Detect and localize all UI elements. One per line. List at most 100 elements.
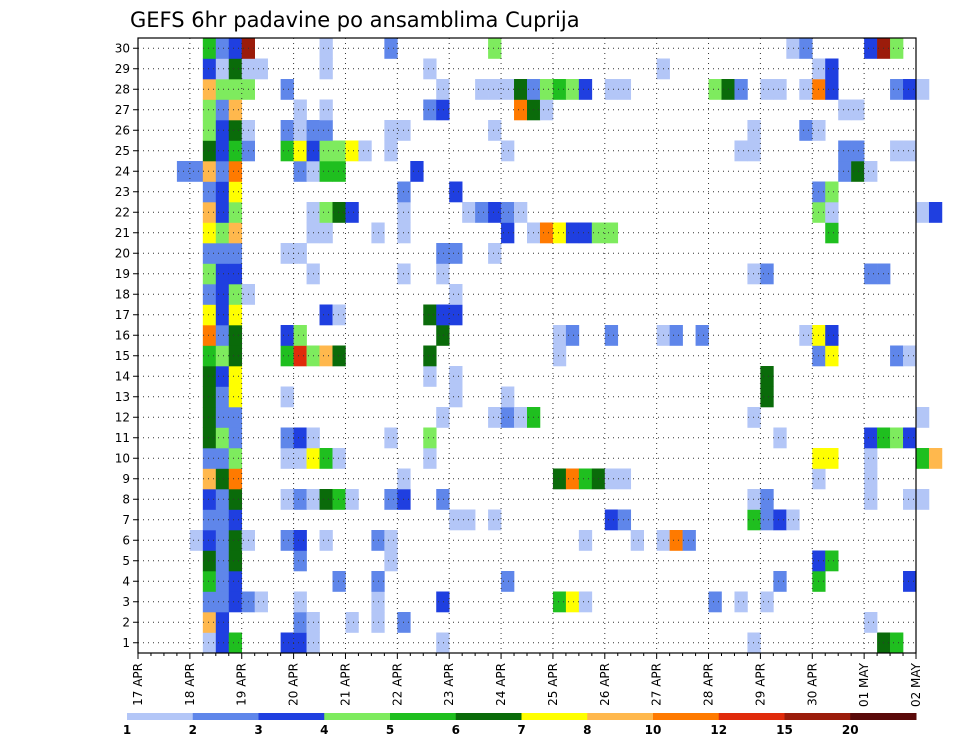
heatmap-cell — [708, 79, 722, 100]
heatmap-cell — [799, 38, 813, 59]
heatmap-cell — [436, 243, 450, 264]
heatmap-cell — [215, 58, 230, 80]
heatmap-cell — [228, 284, 243, 305]
y-tick-label: 22 — [115, 205, 130, 219]
heatmap-cell — [202, 284, 217, 305]
y-tick-label: 1 — [122, 636, 130, 650]
heatmap-cell — [293, 612, 307, 633]
heatmap-cell — [332, 345, 346, 367]
colorbar-tick-label: 1 — [123, 723, 131, 737]
heatmap-cell — [682, 530, 696, 551]
heatmap-cell — [695, 325, 709, 346]
heatmap-cell — [228, 530, 243, 551]
heatmap-cell — [228, 38, 243, 59]
heatmap-cell — [890, 632, 904, 654]
heatmap-cell — [215, 366, 230, 387]
heatmap-cell — [280, 243, 294, 264]
heatmap-cell — [488, 243, 502, 264]
y-tick-label: 15 — [115, 349, 130, 363]
heatmap-cell — [254, 58, 268, 80]
y-tick-label: 11 — [115, 431, 130, 445]
heatmap-cell — [864, 161, 878, 182]
heatmap-cell — [228, 222, 243, 244]
heatmap-cell — [475, 202, 489, 223]
heatmap-cell — [319, 58, 333, 80]
colorbar-tick-label: 7 — [517, 723, 525, 737]
heatmap-cell — [786, 38, 800, 59]
colorbar-segment — [192, 713, 259, 720]
heatmap-cell — [916, 489, 930, 510]
heatmap-cell — [345, 612, 359, 633]
heatmap-cell — [228, 550, 243, 572]
heatmap-cell — [565, 222, 580, 244]
y-tick-label: 30 — [115, 41, 130, 55]
x-tick-label: 25 APR — [546, 663, 560, 706]
heatmap-cell — [319, 140, 333, 162]
heatmap-cell — [851, 140, 865, 162]
heatmap-cell — [488, 38, 502, 59]
heatmap-cell — [617, 509, 632, 531]
heatmap-cell — [916, 448, 930, 469]
heatmap-cell — [552, 345, 567, 367]
colorbar-segment — [127, 713, 194, 720]
x-tick-label: 28 APR — [702, 663, 716, 706]
heatmap-cell — [215, 468, 230, 490]
heatmap-cell — [825, 345, 839, 367]
heatmap-cell — [773, 427, 787, 449]
heatmap-cell — [436, 263, 450, 285]
colorbar-tick-label: 15 — [776, 723, 793, 737]
heatmap-cell — [539, 222, 554, 244]
heatmap-cell — [436, 304, 450, 326]
heatmap-cell — [825, 79, 839, 100]
heatmap-cell — [838, 140, 852, 162]
heatmap-cell — [293, 243, 307, 264]
heatmap-cell — [228, 181, 243, 203]
heatmap-cell — [215, 571, 230, 592]
colorbar-segment — [455, 713, 522, 720]
heatmap-cell — [890, 427, 904, 449]
heatmap-cell — [293, 591, 307, 613]
heatmap-cell — [578, 591, 593, 613]
colorbar-segment — [587, 713, 654, 720]
heatmap-cell — [747, 632, 761, 654]
heatmap-cell — [734, 79, 748, 100]
heatmap-cell — [825, 202, 839, 223]
heatmap-cell — [384, 427, 398, 449]
heatmap-cell — [423, 304, 437, 326]
heatmap-cell — [630, 530, 644, 551]
heatmap-cell — [565, 325, 580, 346]
heatmap-cell — [825, 325, 839, 346]
heatmap-cell — [228, 591, 243, 613]
heatmap-cell — [280, 530, 294, 551]
heatmap-cell — [202, 181, 217, 203]
heatmap-cell — [864, 38, 878, 59]
heatmap-cell — [760, 386, 774, 408]
heatmap-cell — [319, 345, 333, 367]
heatmap-cell — [708, 591, 722, 613]
heatmap-cell — [293, 345, 307, 367]
heatmap-cell — [903, 489, 917, 510]
heatmap-cell — [228, 58, 243, 80]
heatmap-cell — [228, 243, 243, 264]
heatmap-cell — [293, 140, 307, 162]
heatmap-cell — [604, 79, 619, 100]
heatmap-cell — [228, 407, 243, 428]
heatmap-cell — [202, 222, 217, 244]
heatmap-cell — [565, 79, 580, 100]
y-tick-label: 18 — [115, 287, 130, 301]
y-tick-label: 16 — [115, 328, 130, 342]
heatmap-cell — [215, 222, 230, 244]
heatmap-cell — [280, 632, 294, 654]
heatmap-cell — [280, 427, 294, 449]
heatmap-cell — [215, 120, 230, 141]
heatmap-cell — [228, 509, 243, 531]
heatmap-cell — [319, 202, 333, 223]
heatmap-cell — [825, 550, 839, 572]
heatmap-cell — [228, 161, 243, 182]
heatmap-cell — [501, 140, 515, 162]
colorbar-tick-label: 10 — [645, 723, 662, 737]
heatmap-cell — [825, 222, 839, 244]
y-tick-label: 10 — [115, 451, 130, 465]
heatmap-cell — [747, 120, 761, 141]
heatmap-cell — [228, 571, 243, 592]
